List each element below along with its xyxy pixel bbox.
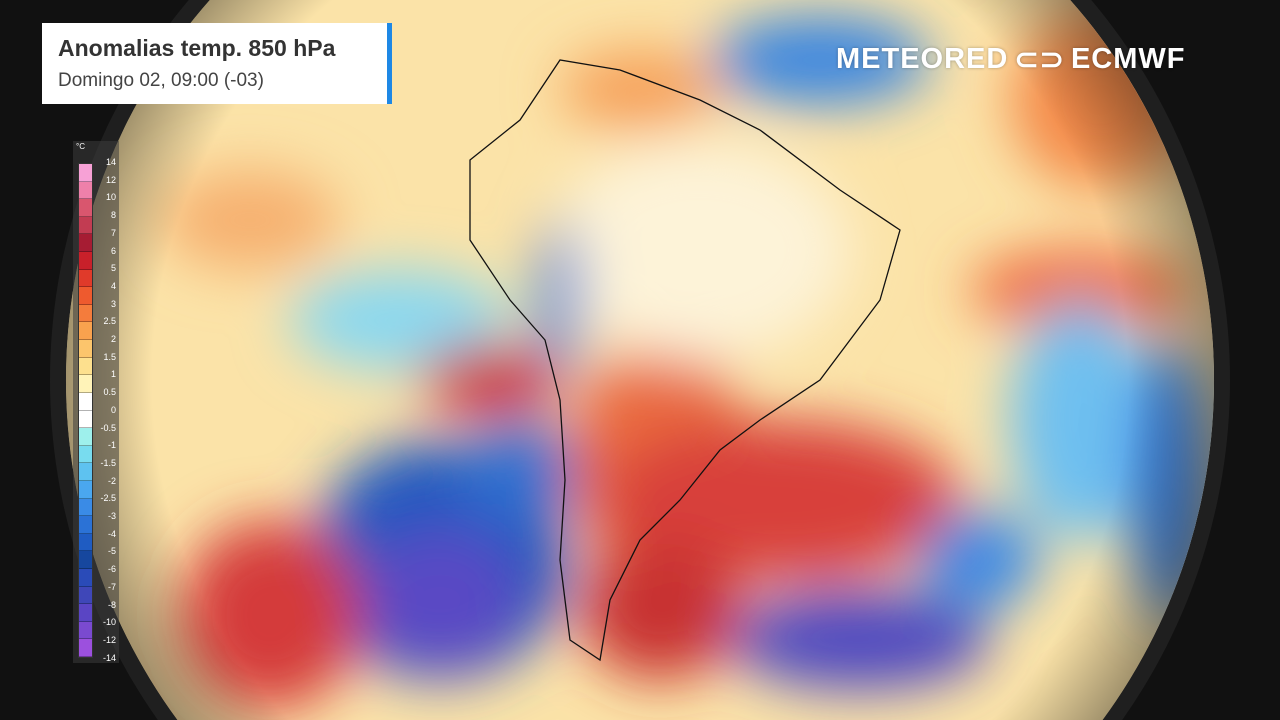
legend-label: 0.5 [103, 387, 116, 398]
legend-label: -0.5 [100, 422, 116, 433]
legend-label: -6 [107, 564, 116, 575]
legend-swatch [79, 410, 92, 429]
legend-label: 3 [110, 298, 116, 309]
map-datetime: Domingo 02, 09:00 (-03) [58, 70, 264, 91]
legend-swatch [79, 569, 92, 587]
legend-label: 7 [110, 227, 116, 238]
globe-edge-shading [65, 0, 1215, 720]
legend-label: 8 [110, 210, 116, 221]
legend-labels: 14 12 10 8 7 6 5 4 3 2.5 2 1.5 1 0.5 0 -0.5 -1 -1.5 -2 -2.5… [100, 157, 116, 663]
legend-swatch [79, 551, 92, 570]
legend-label: 1 [110, 369, 116, 380]
ecmwf-logo: ECMWF [1070, 43, 1186, 75]
legend-unit: °C [76, 142, 85, 151]
legend-swatch [79, 639, 92, 658]
legend-swatch [79, 428, 92, 446]
legend-label: -10 [102, 617, 116, 628]
legend-label: -2 [107, 475, 116, 486]
legend-swatch [79, 533, 92, 552]
legend-label: 2.5 [103, 316, 116, 327]
legend-swatch [79, 322, 92, 341]
legend-label: 4 [110, 280, 116, 291]
legend-swatch [79, 392, 92, 411]
color-legend: °C 14 12 10 8 7 6 5 4 3 2.5 2 1.5 1 0.5 0 -0.5 -1 -1.5 -2 -… [73, 141, 119, 663]
legend-label: -14 [102, 652, 116, 663]
legend-label: 14 [105, 157, 116, 167]
legend-swatch [79, 498, 92, 517]
legend-swatch [79, 357, 92, 376]
legend-swatch [79, 340, 92, 358]
ecmwf-symbol-icon: ⊂⊃ [1014, 44, 1065, 76]
legend-swatch [79, 269, 92, 288]
legend-label: 12 [105, 174, 116, 185]
legend-swatch [79, 621, 92, 640]
legend-label: -5 [107, 546, 116, 557]
legend-label: -2.5 [100, 493, 116, 504]
legend-swatch [79, 287, 92, 305]
legend-swatch [79, 516, 92, 534]
legend-swatch [79, 234, 92, 253]
legend-swatch [79, 375, 92, 393]
legend-swatch [79, 181, 92, 200]
legend-label: -1 [107, 440, 116, 451]
legend-label: -3 [107, 511, 116, 522]
legend-swatch [79, 199, 92, 217]
legend-swatch [79, 463, 92, 481]
legend-label: 2 [110, 334, 116, 345]
legend-label: 0 [110, 404, 116, 415]
brand-logos: METEORED ⊂⊃ ECMWF [836, 42, 1185, 77]
legend-label: -7 [107, 581, 116, 592]
legend-label: -8 [107, 599, 116, 610]
legend-label: 10 [105, 192, 116, 203]
legend-swatches [78, 163, 93, 658]
legend-swatch [79, 252, 92, 270]
legend-swatch [79, 480, 92, 499]
legend-swatch [79, 164, 92, 182]
legend-label: -1.5 [100, 457, 116, 468]
legend-label: -12 [102, 634, 116, 645]
title-panel: Anomalias temp. 850 hPa Domingo 02, 09:0… [42, 23, 392, 104]
legend-swatch [79, 586, 92, 605]
legend-label: 6 [110, 245, 116, 256]
legend-label: 1.5 [103, 351, 116, 362]
legend-label: 5 [110, 263, 116, 274]
meteored-logo: METEORED [836, 43, 1009, 75]
legend-swatch [79, 445, 92, 464]
legend-swatch [79, 604, 92, 622]
map-title: Anomalias temp. 850 hPa [58, 35, 336, 61]
legend-swatch [79, 216, 92, 235]
legend-swatch [79, 304, 92, 323]
legend-label: -4 [107, 528, 116, 539]
